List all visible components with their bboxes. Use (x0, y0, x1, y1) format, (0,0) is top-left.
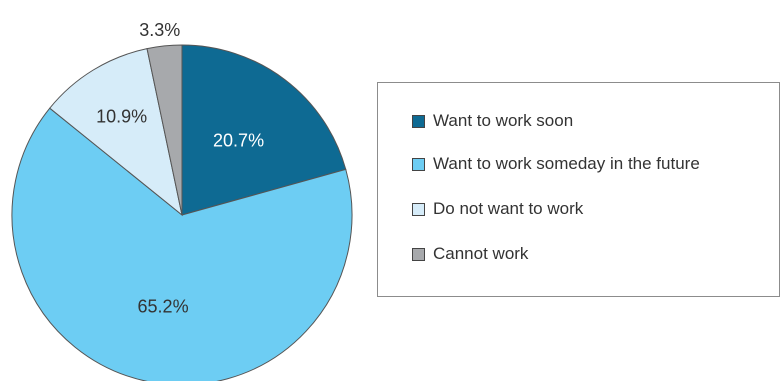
legend-label: Do not want to work (433, 199, 584, 218)
pie-slice-do-not-want-to-work (49, 48, 183, 217)
data-label-want-to-work-soon: 20.7% (213, 131, 264, 151)
data-label-want-to-work-someday: 65.2% (138, 297, 189, 317)
pie-slice-want-to-work-someday (11, 107, 353, 381)
legend-item-do-not-want-to-work: Do not want to work (412, 199, 583, 219)
legend-item-want-to-work-soon: Want to work soon (412, 111, 573, 131)
legend-label: Want to work soon (433, 111, 574, 130)
legend-swatch (412, 157, 425, 171)
legend-item-want-to-work-someday: Want to work someday in the future (412, 154, 700, 174)
legend-swatch (412, 114, 425, 128)
legend-swatch (412, 247, 425, 261)
legend-item-cannot-work: Cannot work (412, 244, 528, 264)
legend: Want to work soon Want to work someday i… (377, 82, 780, 297)
legend-label: Want to work someday in the future (433, 154, 700, 173)
data-label-cannot-work: 3.3% (139, 20, 180, 40)
legend-swatch (412, 202, 425, 216)
legend-label: Cannot work (433, 244, 529, 263)
data-label-do-not-want-to-work: 10.9% (96, 106, 147, 126)
pie-slice-cannot-work (146, 44, 183, 216)
pie-slice-want-to-work-soon (181, 44, 347, 216)
